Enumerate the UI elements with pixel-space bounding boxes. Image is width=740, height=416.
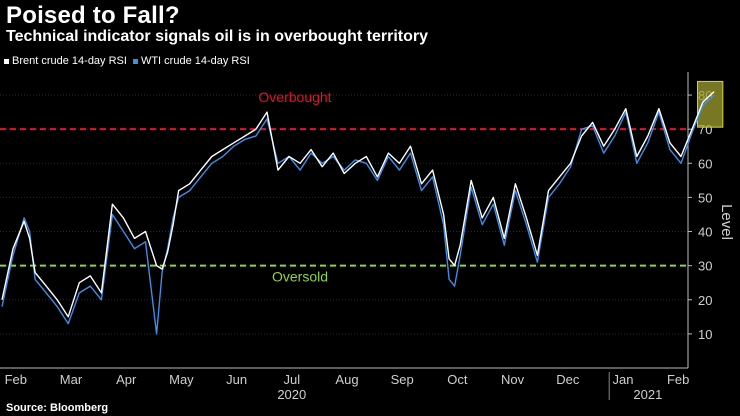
- y-tick-label-30: 30: [698, 259, 712, 274]
- y-tick-label-60: 60: [698, 156, 712, 171]
- y-tick-label-10: 10: [698, 327, 712, 342]
- legend-swatch-brent: [4, 58, 9, 64]
- x-tick-label-2: Apr: [116, 372, 137, 387]
- x-tick-label-6: Aug: [335, 372, 358, 387]
- x-tick-label-8: Oct: [447, 372, 468, 387]
- series-line-wti: [1, 94, 715, 335]
- x-tick-label-7: Sep: [391, 372, 414, 387]
- legend-label-wti: WTI crude 14-day RSI: [140, 55, 250, 67]
- source-note: Source: Bloomberg: [6, 402, 109, 414]
- overbought-label: Overbought: [258, 89, 331, 105]
- series-line-brent: [1, 91, 715, 318]
- legend-label-brent: Brent crude 14-day RSI: [12, 55, 127, 67]
- year-label-2020: 2020: [277, 387, 306, 402]
- legend: Brent crude 14-day RSI WTI crude 14-day …: [4, 55, 250, 67]
- legend-item-brent: Brent crude 14-day RSI: [4, 55, 127, 67]
- x-tick-label-3: May: [169, 372, 194, 387]
- y-tick-label-20: 20: [698, 293, 712, 308]
- x-tick-label-5: Jul: [283, 372, 300, 387]
- y-axis-label: Level: [718, 204, 735, 240]
- legend-swatch-wti: [132, 58, 138, 64]
- chart-title: Poised to Fall?: [6, 2, 180, 29]
- x-tick-label-11: Jan: [613, 372, 634, 387]
- highlight-box: [697, 80, 724, 128]
- x-tick-label-12: Feb: [667, 372, 689, 387]
- x-tick-label-4: Jun: [226, 372, 247, 387]
- chart-subtitle: Technical indicator signals oil is in ov…: [6, 28, 428, 45]
- x-tick-label-10: Dec: [556, 372, 580, 387]
- x-tick-label-9: Nov: [501, 372, 525, 387]
- legend-item-wti: WTI crude 14-day RSI: [132, 55, 250, 67]
- y-tick-label-50: 50: [698, 190, 712, 205]
- y-tick-label-40: 40: [698, 225, 712, 240]
- x-tick-label-0: Feb: [5, 372, 27, 387]
- year-label-2021: 2021: [633, 387, 662, 402]
- x-tick-label-1: Mar: [60, 372, 83, 387]
- oversold-label: Oversold: [272, 269, 328, 285]
